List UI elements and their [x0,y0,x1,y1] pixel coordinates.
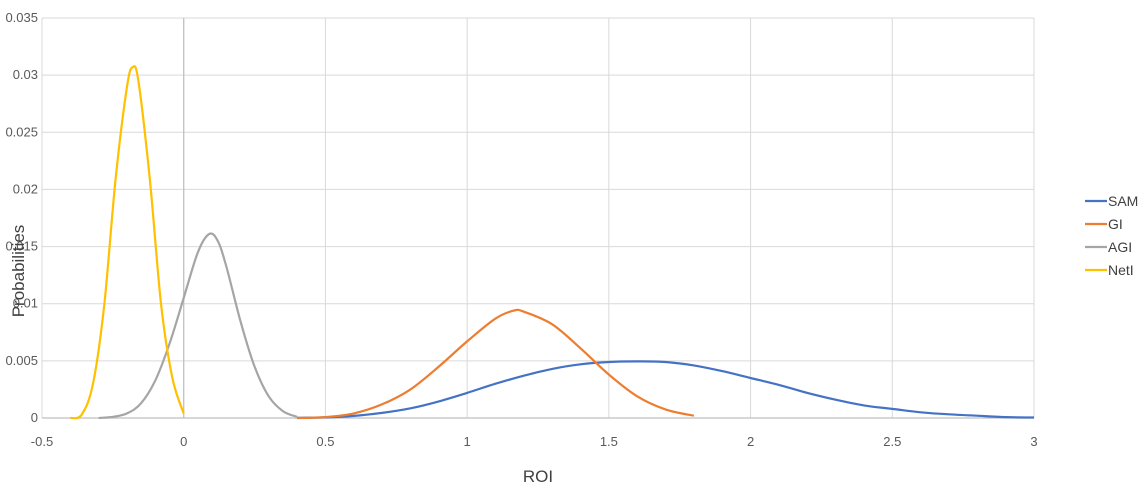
legend: SAM GI AGI NetI [1085,193,1138,278]
x-tick-label: 1.5 [600,434,618,449]
legend-label-agi: AGI [1108,239,1132,255]
x-tick-label: -0.5 [31,434,53,449]
y-tick-label: 0 [31,410,38,425]
series-line-gi [297,308,695,420]
legend-label-gi: GI [1108,216,1123,232]
y-tick-label: 0.015 [5,239,38,254]
axes [42,18,1034,419]
x-tick-label: 0.5 [316,434,334,449]
y-tick-label: 0.005 [5,353,38,368]
y-tick-label: 0.025 [5,124,38,139]
y-axis-title: Probabilities [9,225,28,318]
series-line-agi [98,232,298,420]
x-tick-label: 1 [464,434,471,449]
y-tick-label: 0.03 [13,67,38,82]
gridlines [41,17,1035,419]
y-tick-label: 0.035 [5,10,38,25]
x-tick-label: 2.5 [883,434,901,449]
series-line-neti [69,65,185,420]
legend-label-neti: NetI [1108,262,1134,278]
plot-area [69,65,1035,420]
x-tick-label: 0 [180,434,187,449]
x-tick-label: 3 [1030,434,1037,449]
tick-labels: 0 0.005 0.01 0.015 0.02 0.025 0.03 0.035 -0.5 0 0.… [5,10,1037,449]
y-tick-label: 0.02 [13,181,38,196]
x-axis-title: ROI [523,467,553,486]
y-tick-label: 0.01 [13,296,38,311]
series-line-sam [297,360,1035,419]
legend-label-sam: SAM [1108,193,1138,209]
x-tick-label: 2 [747,434,754,449]
